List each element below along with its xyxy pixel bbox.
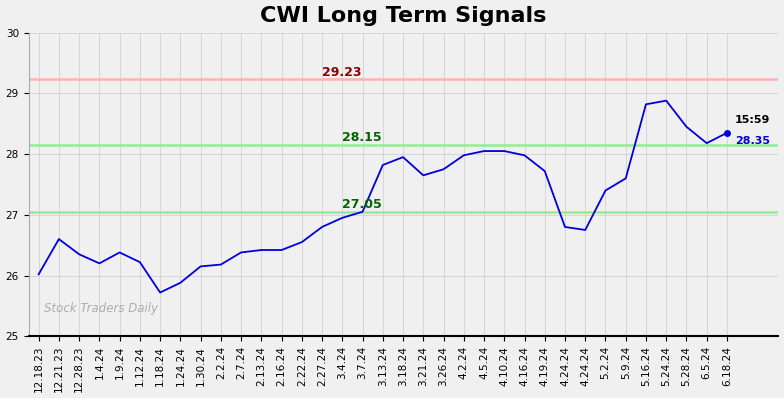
Text: 28.15: 28.15 [343,131,382,144]
Title: CWI Long Term Signals: CWI Long Term Signals [260,6,546,25]
Text: 15:59: 15:59 [735,115,771,125]
Text: 29.23: 29.23 [322,66,361,79]
Text: 28.35: 28.35 [735,136,770,146]
Text: Stock Traders Daily: Stock Traders Daily [43,302,158,315]
Text: 27.05: 27.05 [343,198,382,211]
